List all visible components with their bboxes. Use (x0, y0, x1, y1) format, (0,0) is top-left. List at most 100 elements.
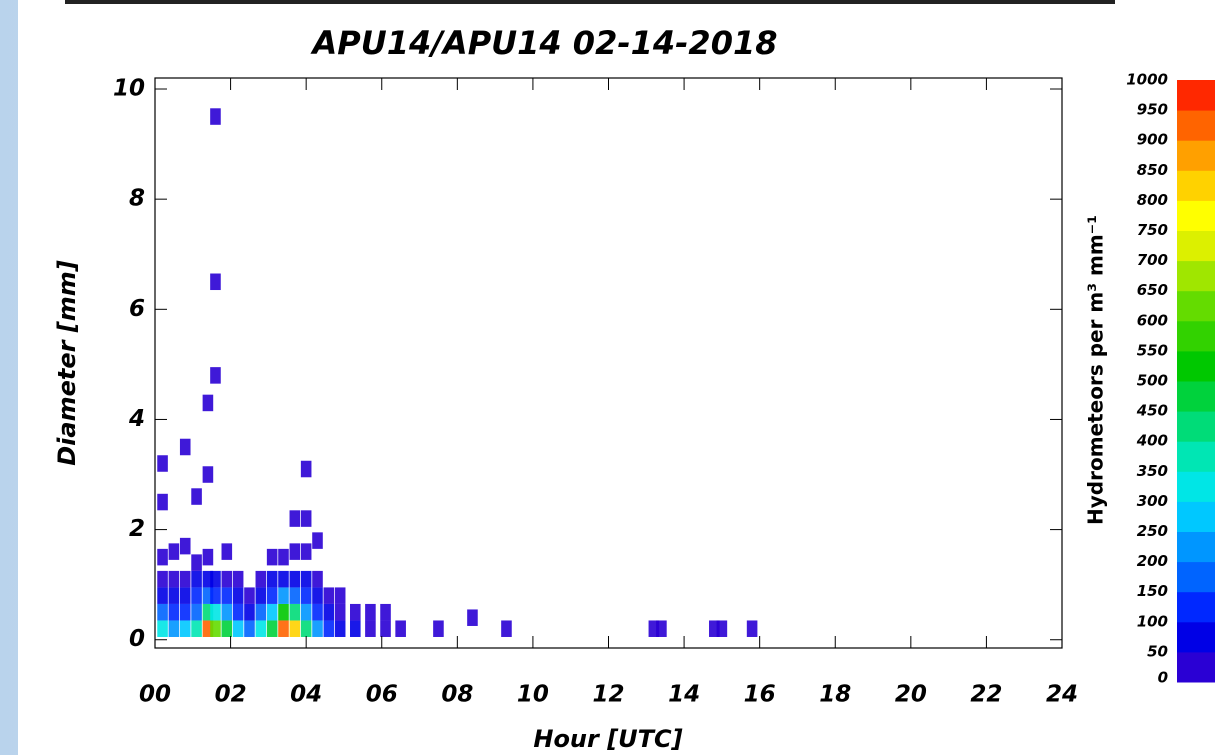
heatmap-cell (266, 587, 278, 604)
colorbar-segment (1177, 110, 1215, 141)
heatmap-cell (191, 620, 202, 637)
colorbar-segment (1177, 260, 1215, 292)
colorbar-segment (1177, 651, 1215, 683)
colorbar-tick-label: 350 (1137, 462, 1168, 480)
heatmap-cell (300, 460, 312, 478)
colorbar-tick-label: 650 (1137, 281, 1168, 299)
x-tick-label: 20 (895, 682, 927, 708)
y-tick-label: 6 (129, 296, 145, 322)
heatmap-cell (202, 570, 214, 588)
heatmap-cell (202, 587, 214, 604)
x-tick-label: 06 (366, 682, 398, 708)
heatmap-cell (656, 620, 667, 637)
heatmap-cell (300, 620, 312, 637)
colorbar-tick-label: 250 (1137, 522, 1168, 540)
colorbar-tick-label: 850 (1137, 161, 1168, 179)
y-tick-label: 0 (129, 626, 145, 652)
heatmap-cell (255, 570, 267, 588)
colorbar-tick-label: 400 (1136, 432, 1168, 450)
x-tick-label: 02 (215, 682, 247, 708)
heatmap-cell (244, 620, 255, 637)
heatmap-cell (255, 620, 267, 637)
heatmap-cell (221, 603, 233, 621)
heatmap-cell (168, 620, 180, 637)
heatmap-cell (191, 603, 202, 621)
heatmap-cell (210, 367, 221, 384)
heatmap-cell (323, 603, 335, 621)
heatmap-cell (157, 493, 168, 511)
heatmap-cell (179, 587, 191, 604)
heatmap-cell (221, 570, 233, 588)
heatmap-cell (179, 438, 191, 456)
colorbar-tick-label: 0 (1158, 669, 1168, 687)
heatmap-cell (179, 570, 191, 588)
colorbar-segment (1177, 290, 1215, 322)
heatmap-cell (210, 603, 221, 621)
heatmap-cell (157, 455, 168, 472)
colorbar-segment (1177, 350, 1215, 382)
heatmap-cell (232, 587, 244, 604)
x-tick-label: 16 (744, 682, 776, 708)
colorbar-tick-label: 550 (1137, 341, 1168, 359)
heatmap-cell (300, 543, 312, 560)
heatmap-cell (191, 587, 202, 604)
colorbar-label: Hydrometeors per m³ mm⁻¹ (1084, 215, 1108, 525)
colorbar-tick-label: 700 (1137, 251, 1168, 269)
heatmap-cell (289, 587, 301, 604)
heatmap-cell (221, 620, 233, 637)
colorbar-segment (1177, 621, 1215, 653)
heatmap-cell (157, 548, 168, 566)
heatmap-cell (210, 273, 221, 291)
colorbar-tick-label: 100 (1137, 612, 1168, 630)
heatmap-cell (232, 570, 244, 588)
heatmap-cell (191, 570, 202, 588)
heatmap-cell (300, 570, 312, 588)
heatmap-cell (168, 570, 180, 588)
colorbar-segment (1177, 441, 1215, 472)
colorbar-segment (1177, 200, 1215, 231)
heatmap-cell (709, 620, 720, 637)
colorbar-tick-label: 800 (1137, 191, 1168, 209)
heatmap-cell (289, 510, 301, 527)
heatmap-cell (255, 603, 267, 621)
heatmap-cell (289, 543, 301, 560)
heatmap-cell (312, 587, 323, 604)
heatmap-cell (210, 587, 221, 604)
colorbar-tick-label: 150 (1137, 582, 1168, 600)
heatmap-cell (210, 108, 221, 125)
colorbar-segment (1177, 140, 1215, 171)
heatmap-cell (232, 620, 244, 637)
heatmap-cell (323, 587, 335, 604)
heatmap-cell (266, 603, 278, 621)
colorbar-tick-label: 50 (1147, 642, 1168, 660)
colorbar-segment (1177, 531, 1215, 563)
heatmap-cell (334, 587, 346, 604)
heatmap-cell (648, 620, 660, 637)
y-tick-label: 8 (129, 186, 145, 212)
heatmap-cell (467, 609, 478, 626)
x-tick-label: 22 (970, 682, 1002, 708)
heatmap-cell (157, 587, 168, 604)
heatmap-cell (244, 603, 255, 621)
chart-title: APU14/APU14 02-14-2018 (310, 24, 778, 62)
colorbar-segment (1177, 411, 1215, 442)
heatmap-cell (221, 587, 233, 604)
heatmap-cell (179, 537, 191, 555)
heatmap-cell (266, 620, 278, 637)
heatmap-cell (202, 394, 214, 412)
x-tick-label: 04 (290, 682, 322, 708)
colorbar-tick-label: 1000 (1126, 71, 1168, 89)
heatmap-cell (266, 548, 278, 566)
heatmap-cell (312, 532, 323, 549)
colorbar-tick-label: 300 (1137, 492, 1168, 510)
heatmap-cell (323, 620, 335, 637)
heatmap-cell (365, 620, 376, 637)
colorbar-tick-label: 450 (1136, 402, 1168, 420)
heatmap-cell (210, 620, 221, 637)
colorbar-segment (1177, 561, 1215, 593)
heatmap-cell (202, 548, 214, 566)
x-tick-label: 12 (592, 682, 624, 708)
heatmap-cell (312, 620, 323, 637)
heatmap-cell (191, 488, 202, 505)
